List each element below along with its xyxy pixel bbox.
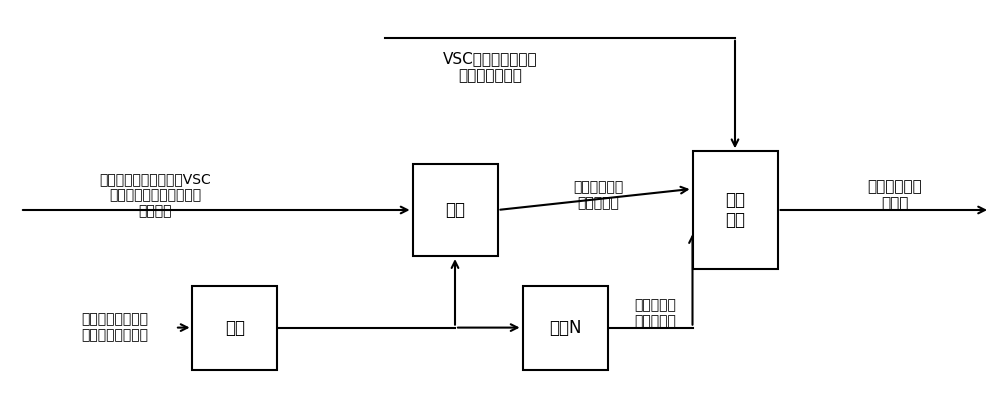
Text: 不平衡方式下
功率目标值: 不平衡方式下 功率目标值 bbox=[573, 180, 623, 210]
Text: 相乘: 相乘 bbox=[225, 319, 245, 336]
Text: 平衡方式下
功率目标值: 平衡方式下 功率目标值 bbox=[634, 298, 676, 328]
Bar bbox=[413, 164, 498, 256]
Bar bbox=[692, 151, 778, 269]
Text: VSC换流器采用功率
不平衡运行方式: VSC换流器采用功率 不平衡运行方式 bbox=[443, 51, 537, 84]
Text: 逻辑
选择: 逻辑 选择 bbox=[725, 191, 745, 229]
Bar bbox=[192, 286, 277, 370]
Text: 交流功率控制
目标值: 交流功率控制 目标值 bbox=[868, 179, 922, 212]
Bar bbox=[522, 286, 608, 370]
Text: 相乘: 相乘 bbox=[445, 201, 465, 219]
Text: 除以N: 除以N bbox=[549, 319, 581, 336]
Text: 总直流功率指令值
直流功率折算系数: 总直流功率指令值 直流功率折算系数 bbox=[82, 312, 148, 343]
Text: 设定的不平衡方式单个VSC
换流器所输送功率占总功
率比例值: 设定的不平衡方式单个VSC 换流器所输送功率占总功 率比例值 bbox=[99, 172, 211, 218]
